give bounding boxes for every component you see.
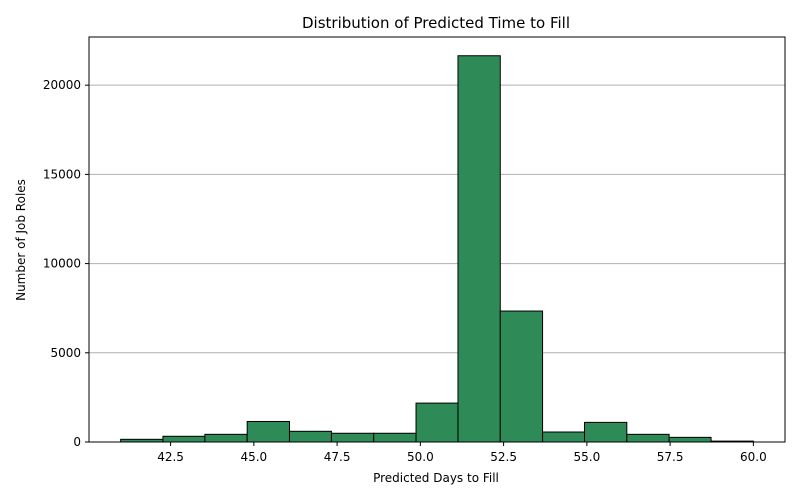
y-tick-label: 15000	[43, 167, 81, 181]
x-axis-ticks: 42.5 45.0 47.5 50.0 52.5 55.0 57.5 60.0	[157, 442, 767, 464]
y-tick-label: 5000	[50, 346, 81, 360]
x-tick-label: 47.5	[324, 450, 351, 464]
x-tick-label: 60.0	[740, 450, 767, 464]
y-axis-label: Number of Job Roles	[14, 179, 28, 301]
x-tick-label: 57.5	[657, 450, 684, 464]
x-tick-label: 42.5	[157, 450, 184, 464]
histogram-bars	[120, 55, 754, 443]
x-tick-label: 52.5	[490, 450, 517, 464]
y-tick-label: 10000	[43, 257, 81, 271]
histogram-bar	[584, 421, 628, 443]
chart-title: Distribution of Predicted Time to Fill	[302, 14, 570, 32]
histogram-bar	[415, 402, 459, 443]
x-tick-label: 45.0	[240, 450, 267, 464]
grid-lines	[89, 84, 785, 354]
histogram-bar	[668, 436, 712, 443]
y-axis-ticks: 0 5000 10000 15000 20000	[43, 78, 89, 449]
histogram-bar	[204, 433, 248, 443]
histogram-bar	[626, 433, 670, 443]
histogram-bar	[499, 310, 544, 443]
x-tick-label: 55.0	[573, 450, 600, 464]
histogram-bar	[373, 432, 417, 443]
x-tick-label: 50.0	[407, 450, 434, 464]
histogram-bar	[288, 430, 332, 443]
x-axis-label: Predicted Days to Fill	[373, 471, 499, 485]
y-tick-label: 0	[73, 435, 81, 449]
histogram-bar	[542, 431, 586, 443]
plot-frame	[88, 36, 786, 443]
histogram-bar	[457, 55, 501, 443]
histogram-bar	[246, 420, 290, 443]
histogram-bar	[330, 432, 375, 443]
y-tick-label: 20000	[43, 78, 81, 92]
histogram-bar	[162, 435, 206, 443]
